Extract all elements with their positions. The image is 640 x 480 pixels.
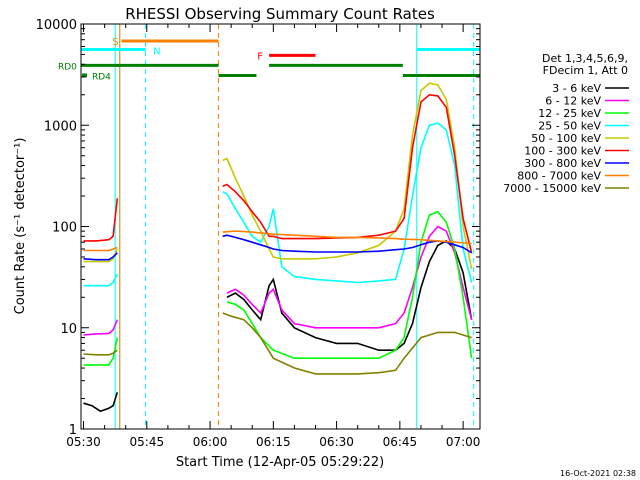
series-12-25-kev-seg-1: [226, 210, 473, 360]
legend-header-0: Det 1,3,4,5,6,9,: [542, 52, 628, 65]
timestamp: 16-Oct-2021 02:38: [560, 469, 636, 478]
legend-label-7000-15000-kev: 7000 - 15000 keV: [503, 182, 601, 195]
y-tick-label-2: 100: [52, 221, 77, 236]
flag-label-rd0: RD0: [58, 62, 77, 72]
series-3-6-kev-seg-0: [83, 392, 119, 413]
series-7000-15000-kev-seg-0: [83, 349, 118, 356]
x-tick-label-5: 06:45: [383, 435, 418, 449]
x-tick-label-0: 05:30: [66, 435, 101, 449]
x-tick-label-3: 06:15: [256, 435, 291, 449]
x-tick-label-6: 07:00: [446, 435, 481, 449]
legend-label-12-25-kev: 12 - 25 keV: [538, 107, 601, 120]
axis-layer: 05:30 05:45 06:00 06:15 06:30 06:45 07:00 1 10 10…: [36, 18, 481, 449]
flag-label-n: N: [153, 46, 160, 57]
legend-label-300-800-kev: 300 - 800 keV: [524, 157, 601, 170]
legend-label-100-300-kev: 100 - 300 keV: [524, 145, 601, 158]
flag-rd4-marker: [82, 73, 87, 78]
chart-title: RHESSI Observing Summary Count Rates: [125, 5, 435, 23]
series-100-300-kev-seg-0: [83, 198, 119, 242]
legend: Det 1,3,4,5,6,9,FDecim 1, Att 0 3 - 6 keV…: [503, 52, 629, 195]
legend-label-3-6-kev: 3 - 6 keV: [552, 82, 601, 95]
x-tick-label-2: 06:00: [193, 435, 228, 449]
series-25-50-kev-seg-0: [83, 273, 119, 287]
legend-header-1: FDecim 1, Att 0: [543, 64, 628, 77]
flag-label-s: S: [112, 37, 118, 48]
series-800-7000-kev-seg-1: [222, 230, 472, 245]
x-axis-label: Start Time (12-Apr-05 05:29:22): [176, 455, 384, 470]
legend-label-50-100-kev: 50 - 100 keV: [531, 132, 601, 145]
y-tick-label-4: 10000: [36, 18, 77, 33]
series-6-12-kev-seg-1: [226, 225, 473, 329]
series-300-800-kev-seg-0: [83, 252, 118, 261]
series-800-7000-kev-seg-0: [83, 246, 118, 252]
y-tick-label-0: 1: [69, 423, 77, 438]
flag-label-f: F: [257, 51, 263, 62]
series-7000-15000-kev-seg-1: [222, 312, 472, 375]
legend-label-6-12-kev: 6 - 12 keV: [545, 95, 601, 108]
series-layer: [83, 82, 473, 413]
series-50-100-kev-seg-1: [222, 82, 473, 270]
series-25-50-kev-seg-1: [222, 122, 473, 284]
flag-label-rd4: RD4: [92, 72, 111, 82]
flag-layer: S N F RD0 RD4: [58, 37, 480, 82]
series-6-12-kev-seg-0: [83, 319, 119, 336]
y-tick-label-3: 1000: [44, 119, 77, 134]
legend-label-800-7000-kev: 800 - 7000 keV: [517, 170, 601, 183]
y-tick-label-1: 10: [60, 322, 77, 337]
y-axis-label: Count Rate (s⁻¹ detector⁻¹): [13, 138, 28, 315]
x-tick-label-1: 05:45: [130, 435, 165, 449]
x-tick-label-4: 06:30: [319, 435, 354, 449]
legend-label-25-50-kev: 25 - 50 keV: [538, 120, 601, 133]
series-3-6-kev-seg-1: [226, 239, 473, 352]
